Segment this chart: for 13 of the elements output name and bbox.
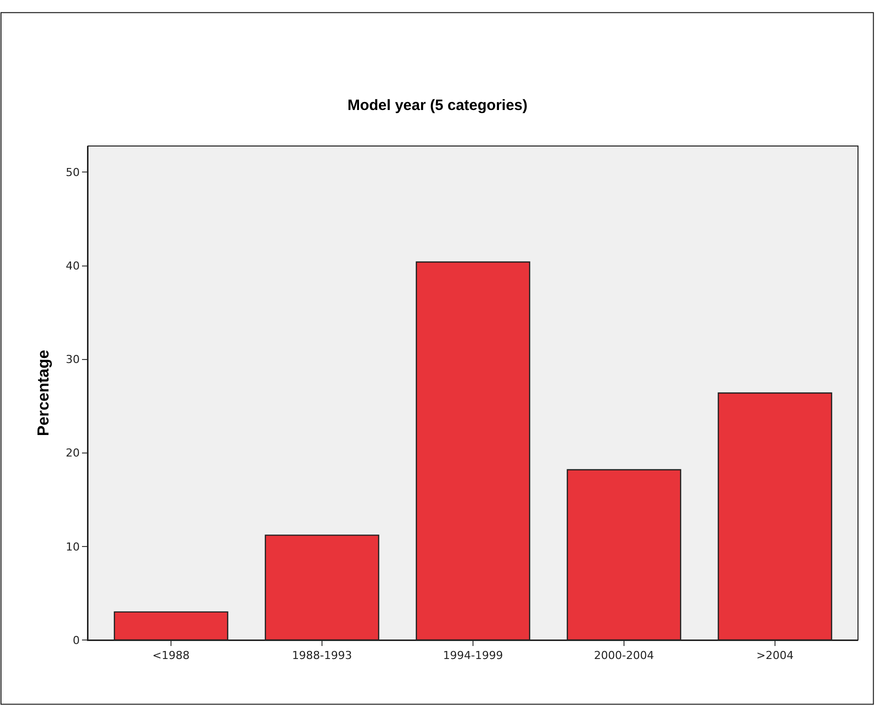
y-tick-label: 20 [66,446,80,460]
y-tick-label: 10 [66,540,80,554]
y-tick-label: 40 [66,260,80,273]
x-tick-label: 1994-1999 [443,649,503,662]
x-tick-label: 1988-1993 [292,649,352,662]
x-tick-label: >2004 [756,649,794,662]
x-tick-label: <1988 [152,649,190,662]
y-tick-label: 0 [72,634,80,647]
y-tick-label: 50 [66,166,80,180]
chart-title: Model year (5 categories) [347,97,528,114]
y-tick-label: 30 [66,353,80,366]
y-axis-title: Percentage [36,350,53,436]
x-tick-label: 2000-2004 [594,649,654,662]
